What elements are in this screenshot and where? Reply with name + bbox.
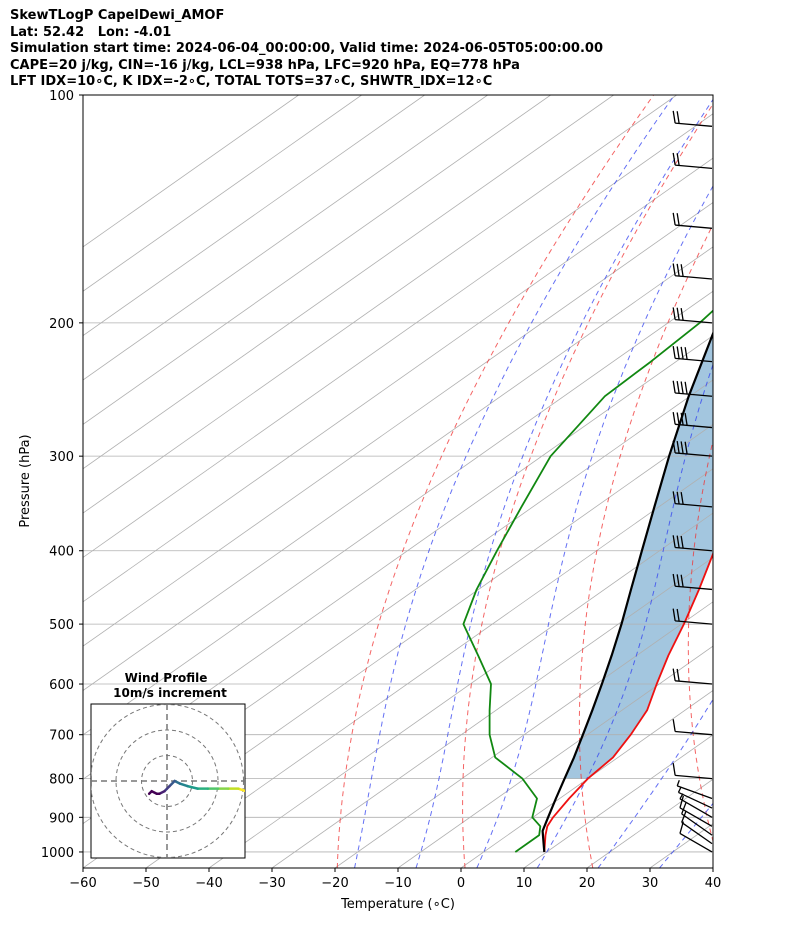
x-tick-label: 30 xyxy=(642,876,659,891)
wind-barb xyxy=(672,412,713,429)
location-line: Lat: 52.42 Lon: -4.01 xyxy=(10,24,172,40)
moist-adiabat xyxy=(721,95,794,868)
x-axis-label: Temperature (∘C) xyxy=(340,897,455,912)
dry-adiabat xyxy=(336,95,655,868)
isotherm-gridline xyxy=(776,95,794,868)
y-tick-label: 600 xyxy=(49,678,74,693)
y-tick-label: 100 xyxy=(49,89,74,104)
wind-barb xyxy=(672,608,713,625)
cape-line: CAPE=20 j/kg, CIN=-16 j/kg, LCL=938 hPa,… xyxy=(10,57,520,73)
y-tick-label: 800 xyxy=(49,773,74,788)
temperature-line xyxy=(543,551,713,853)
isotherm-gridline xyxy=(83,95,362,292)
isotherm-gridline xyxy=(83,113,713,558)
hodograph-segment xyxy=(147,789,153,795)
x-tick-label: 20 xyxy=(579,876,596,891)
wind-barb xyxy=(672,110,713,127)
hodograph-segment xyxy=(237,787,245,793)
wind-barb xyxy=(672,152,713,170)
x-tick-label: −40 xyxy=(195,876,222,891)
wind-barb xyxy=(672,440,713,457)
moist-adiabat xyxy=(597,698,713,868)
isotherm-gridline xyxy=(83,95,299,248)
time-line: Simulation start time: 2024-06-04_00:00:… xyxy=(10,41,603,56)
dry-adiabat xyxy=(578,223,713,868)
y-tick-label: 500 xyxy=(49,618,74,633)
isotherm-gridline xyxy=(83,246,713,692)
wind-barb xyxy=(672,380,713,397)
isotherm-gridline xyxy=(83,95,677,514)
wind-barb xyxy=(672,307,713,324)
wind-barb xyxy=(677,786,713,809)
isotherm-gridline xyxy=(83,95,488,381)
isotherm-gridline xyxy=(523,734,713,868)
hodograph-segment xyxy=(178,782,189,788)
y-tick-label: 700 xyxy=(49,729,74,744)
hodograph-segment xyxy=(186,784,199,790)
hodograph-title: Wind Profile xyxy=(125,671,208,685)
isotherm-gridline xyxy=(712,867,713,868)
isotherm-gridline xyxy=(334,601,713,868)
x-tick-label: 0 xyxy=(457,876,465,891)
wind-barb xyxy=(672,491,713,508)
isotherm-gridline xyxy=(271,556,713,868)
moist-adiabat xyxy=(354,95,675,868)
wind-barb xyxy=(681,802,713,836)
isotherm-gridline xyxy=(83,423,713,868)
y-tick-label: 1000 xyxy=(41,846,74,861)
x-tick-label: −30 xyxy=(258,876,285,891)
moist-adiabat xyxy=(784,95,794,868)
moist-adiabat xyxy=(536,363,713,868)
isotherm-gridline xyxy=(83,290,713,736)
wind-barb xyxy=(672,346,713,363)
isotherm-gridline xyxy=(83,95,551,425)
wind-barb xyxy=(672,263,713,280)
x-tick-label: −10 xyxy=(384,876,411,891)
indices-line: LFT IDX=10∘C, K IDX=-2∘C, TOTAL TOTS=37∘… xyxy=(10,74,493,89)
wind-barb xyxy=(676,780,713,800)
wind-barb xyxy=(672,212,713,229)
chart-title: SkewTLogP CapelDewi_AMOF xyxy=(10,8,225,23)
dewpoint-line xyxy=(462,309,713,853)
wind-barb xyxy=(681,810,713,845)
isotherm-gridline xyxy=(145,468,713,868)
dry-adiabat xyxy=(462,103,713,868)
x-tick-label: −20 xyxy=(321,876,348,891)
x-tick-label: −60 xyxy=(69,876,96,891)
isotherm-gridline xyxy=(460,690,713,868)
isotherm-gridline xyxy=(83,95,425,337)
y-axis-label: Pressure (hPa) xyxy=(18,434,33,527)
wind-barb xyxy=(672,719,713,736)
dry-adiabat xyxy=(791,95,794,868)
chart-header: SkewTLogP CapelDewi_AMOF Lat: 52.42 Lon:… xyxy=(10,8,603,91)
y-tick-label: 400 xyxy=(49,545,74,560)
wind-barb xyxy=(679,795,713,827)
parcel-profile-line xyxy=(541,330,713,853)
isotherm-gridline xyxy=(83,202,713,647)
hodograph-subtitle: 10m/s increment xyxy=(113,686,227,700)
wind-barb xyxy=(679,821,713,853)
wind-barb xyxy=(672,573,713,591)
isotherm-gridline xyxy=(83,95,614,470)
x-tick-label: −50 xyxy=(132,876,159,891)
wind-barb xyxy=(672,535,713,552)
x-tick-label: 40 xyxy=(705,876,722,891)
dry-adiabat xyxy=(687,438,713,844)
wind-barb xyxy=(672,763,713,780)
isotherm-gridline xyxy=(83,157,713,603)
moist-adiabat xyxy=(476,185,713,868)
moist-adiabat xyxy=(415,98,713,868)
y-tick-label: 900 xyxy=(49,811,74,826)
y-tick-label: 300 xyxy=(49,450,74,465)
y-tick-label: 200 xyxy=(49,317,74,332)
cape-shading xyxy=(564,333,713,779)
wind-barb xyxy=(672,668,713,685)
isotherm-gridline xyxy=(208,512,713,868)
x-tick-label: 10 xyxy=(516,876,533,891)
